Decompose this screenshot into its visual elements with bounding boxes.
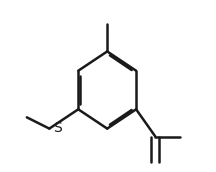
Text: O: O <box>150 171 161 172</box>
Text: S: S <box>53 121 62 135</box>
